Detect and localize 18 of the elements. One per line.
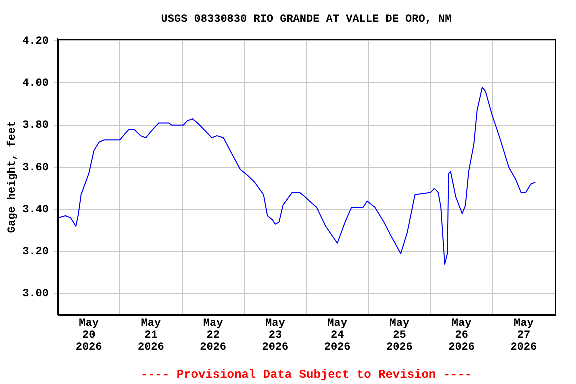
y-tick-label: 3.00 xyxy=(22,288,49,301)
text: ---- Provisional Data Subject to Revision ---- xyxy=(140,368,472,382)
x-tick-label: May 20 2026 xyxy=(76,318,102,354)
chart-title: USGS 08330830 RIO GRANDE AT VALLE DE ORO, NM xyxy=(161,14,452,26)
x-tick-label: May 22 2026 xyxy=(200,318,227,354)
x-tick-label: May 25 2026 xyxy=(386,318,413,354)
x-tick-label: May 24 2026 xyxy=(324,318,351,354)
x-tick-label: May 21 2026 xyxy=(138,318,164,354)
y-axis-title: Gage height, feet xyxy=(6,120,19,234)
y-tick-label: 4.20 xyxy=(22,36,49,48)
x-tick-label: May 27 2026 xyxy=(510,318,538,354)
y-tick-label: 3.60 xyxy=(22,162,49,174)
x-tick-label: May 26 2026 xyxy=(448,318,476,354)
y-tick-label: 4.00 xyxy=(22,78,49,90)
x-tick-label: May 23 2026 xyxy=(262,318,289,354)
y-tick-label: 3.80 xyxy=(22,120,49,132)
y-tick-label: 3.20 xyxy=(22,246,49,259)
y-tick-label: 3.40 xyxy=(22,204,49,216)
